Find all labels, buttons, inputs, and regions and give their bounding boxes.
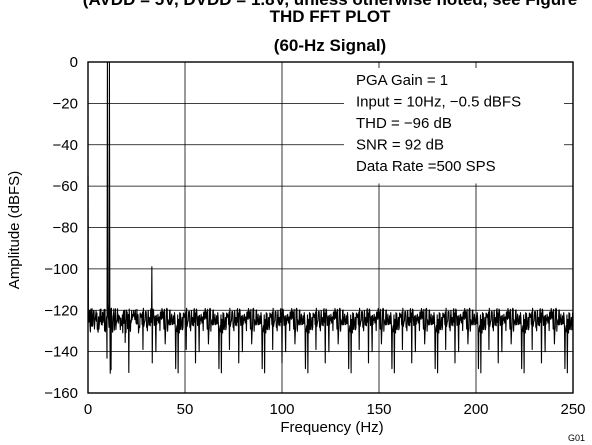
annotation-line: SNR = 92 dB	[356, 137, 444, 154]
y-tick-label: −40	[53, 137, 78, 154]
x-axis-label: Frequency (Hz)	[280, 419, 383, 436]
chart-subtitle: (60-Hz Signal)	[274, 36, 386, 55]
x-tick-label: 150	[366, 401, 391, 418]
x-tick-label: 100	[269, 401, 294, 418]
y-tick-label: −120	[44, 302, 78, 319]
x-tick-label: 0	[84, 401, 92, 418]
figure-code: G01	[568, 433, 585, 443]
annotation-box: PGA Gain = 1 Input = 10Hz, −0.5 dBFS THD =…	[344, 68, 564, 184]
annotation-line: THD = −96 dB	[356, 115, 452, 132]
annotation-background	[344, 68, 564, 184]
plot-frame	[87, 61, 574, 394]
fft-series-line	[87, 61, 574, 374]
fft-trace	[87, 61, 574, 374]
x-tick-label: 200	[463, 401, 488, 418]
y-tick-label: −80	[53, 220, 78, 237]
y-tick-label: −60	[53, 178, 78, 195]
y-tick-label: −160	[44, 385, 78, 402]
x-tick-labels: 0 50 100 150 200 250	[84, 401, 586, 418]
chart-title: THD FFT PLOT	[270, 7, 391, 26]
y-tick-label: −140	[44, 344, 78, 361]
chart-title-partial: (AVDD = 5V, DVDD = 1.8V, unless otherwis…	[83, 0, 577, 9]
annotation-line: Input = 10Hz, −0.5 dBFS	[356, 94, 521, 111]
y-tick-label: 0	[70, 54, 78, 71]
y-tick-labels: 0 −20 −40 −60 −80 −100 −120 −140 −160	[44, 54, 78, 402]
x-tick-label: 50	[177, 401, 194, 418]
annotation-line: Data Rate =500 SPS	[356, 158, 496, 175]
y-axis-label: Amplitude (dBFS)	[6, 171, 23, 289]
y-tick-label: −100	[44, 261, 78, 278]
annotation-line: PGA Gain = 1	[356, 72, 448, 89]
y-tick-label: −20	[53, 95, 78, 112]
x-tick-label: 250	[560, 401, 585, 418]
